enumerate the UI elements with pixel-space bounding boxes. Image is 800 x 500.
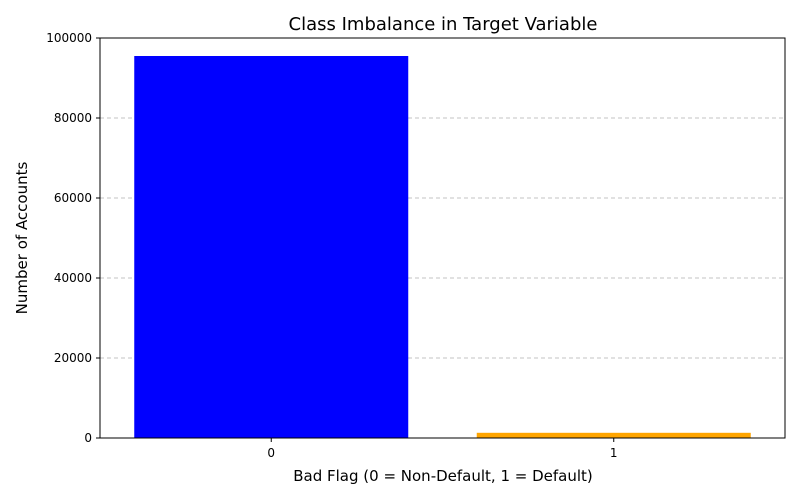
bars (134, 56, 751, 438)
y-tick-label: 0 (84, 431, 92, 445)
plot-frame (99, 37, 786, 439)
x-tick-label: 1 (610, 446, 618, 460)
y-tick-label: 20000 (54, 351, 92, 365)
y-tick-label: 80000 (54, 111, 92, 125)
y-tick-label: 40000 (54, 271, 92, 285)
bar-0 (134, 56, 409, 438)
y-tick-label: 100000 (46, 31, 92, 45)
y-tick-label: 60000 (54, 191, 92, 205)
x-tick-label: 0 (267, 446, 275, 460)
y-axis-label: Number of Accounts (13, 162, 31, 315)
y-axis-ticks: 0 20000 40000 60000 80000 100000 (46, 31, 100, 445)
bar-1 (476, 432, 751, 438)
chart-title: Class Imbalance in Target Variable (289, 14, 598, 35)
x-axis-label: Bad Flag (0 = Non-Default, 1 = Default) (293, 467, 593, 485)
